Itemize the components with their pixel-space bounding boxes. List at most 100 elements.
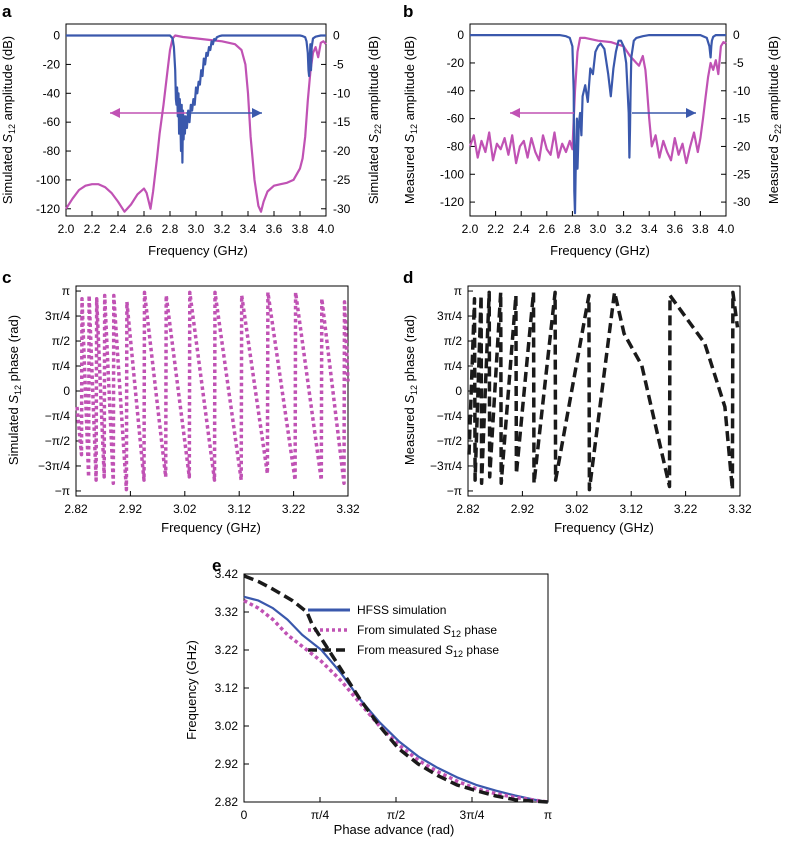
panel-c-xlabel: Frequency (GHz) bbox=[161, 520, 261, 535]
panel-b-ylabel-left: Measured S12 amplitude (dB) bbox=[402, 36, 419, 204]
panel-c-ytick-label: 0 bbox=[63, 384, 70, 398]
panel-d-xtick-label: 3.32 bbox=[728, 502, 752, 516]
panel-d-xlabel: Frequency (GHz) bbox=[554, 520, 654, 535]
panel-letter-b: b bbox=[403, 2, 413, 21]
panel-a-xtick-label: 3.4 bbox=[240, 222, 257, 236]
panel-a-ytick-label: -40 bbox=[43, 86, 61, 100]
panel-a-xtick-label: 2.0 bbox=[58, 222, 75, 236]
panel-c-xtick-label: 3.12 bbox=[228, 502, 252, 516]
panel-e-ylabel: Frequency (GHz) bbox=[184, 640, 199, 740]
panel-e-ytick-label: 3.12 bbox=[215, 681, 239, 695]
panel-c-xtick-label: 3.02 bbox=[173, 502, 197, 516]
panel-a-ytick-right-label: -5 bbox=[333, 57, 344, 71]
panel-letter-e: e bbox=[212, 556, 221, 575]
panel-b-xtick-label: 4.0 bbox=[718, 222, 735, 236]
panel-d-ylabel: Measured S12 phase (rad) bbox=[402, 315, 419, 465]
panel-letter-a: a bbox=[2, 2, 12, 21]
panel-a-xtick-label: 3.0 bbox=[188, 222, 205, 236]
panel-b-series-measured-s12 bbox=[468, 36, 727, 165]
panel-c-ylabel: Simulated S12 phase (rad) bbox=[6, 315, 23, 465]
panel-c-xtick-label: 2.82 bbox=[64, 502, 88, 516]
panel-b-ytick-right-label: -5 bbox=[733, 56, 744, 70]
panel-a-xtick-label: 3.8 bbox=[292, 222, 309, 236]
legend-label-simulated: From simulated S12 phase bbox=[357, 623, 497, 639]
panel-b-xtick-label: 2.4 bbox=[513, 222, 530, 236]
panel-e-xtick-label: 0 bbox=[241, 808, 248, 822]
panel-e-xtick-label: π bbox=[544, 808, 552, 822]
panel-c-ytick-label: −π/2 bbox=[45, 434, 71, 448]
panel-b-xtick-label: 3.4 bbox=[641, 222, 658, 236]
panel-d-xtick-label: 3.12 bbox=[620, 502, 644, 516]
panel-e-ytick-label: 3.42 bbox=[215, 567, 239, 581]
panel-a-xtick-label: 2.8 bbox=[162, 222, 179, 236]
panel-c-series-simulated-s12-phase bbox=[75, 290, 350, 492]
panel-c-ytick-label: π bbox=[62, 284, 70, 298]
panel-a-ytick-label: -20 bbox=[43, 57, 61, 71]
panel-a-xlabel: Frequency (GHz) bbox=[148, 243, 248, 258]
panel-b-ytick-label: -40 bbox=[447, 84, 465, 98]
legend-label-hfss: HFSS simulation bbox=[357, 603, 446, 617]
panel-c-ytick-label: −π/4 bbox=[45, 409, 71, 423]
panel-b-arrow-s12-head bbox=[510, 108, 520, 118]
panel-b-xtick-label: 3.6 bbox=[666, 222, 683, 236]
panel-d-ytick-label: −π/4 bbox=[437, 409, 463, 423]
panel-b-ytick-right-label: -30 bbox=[733, 195, 751, 209]
panel-b-xtick-label: 3.0 bbox=[590, 222, 607, 236]
panel-e-legend: HFSS simulation From simulated S12 phase… bbox=[308, 603, 499, 659]
panel-e-series-from-measured-s12-phase bbox=[243, 574, 548, 804]
panel-c-xtick-label: 3.32 bbox=[336, 502, 360, 516]
panel-b-ytick-right-label: -20 bbox=[733, 139, 751, 153]
panel-b-xtick-label: 2.8 bbox=[564, 222, 581, 236]
panel-b-xtick-label: 3.8 bbox=[692, 222, 709, 236]
panel-c-xtick-label: 3.22 bbox=[282, 502, 306, 516]
panel-d-xtick-label: 3.22 bbox=[674, 502, 698, 516]
panel-d-ytick-label: π/4 bbox=[444, 359, 463, 373]
panel-d-xtick-label: 2.82 bbox=[456, 502, 480, 516]
panel-b-series-measured-s22 bbox=[470, 34, 726, 215]
panel-e-xlabel: Phase advance (rad) bbox=[334, 822, 455, 837]
panel-e-ytick-label: 2.82 bbox=[215, 795, 239, 809]
panel-a-ytick-right-label: -20 bbox=[333, 144, 351, 158]
panel-e-xtick-label: 3π/4 bbox=[460, 808, 485, 822]
panel-d-ytick-label: −3π/4 bbox=[430, 459, 462, 473]
panel-d-series-measured-s12-phase bbox=[467, 290, 740, 492]
panel-a-ytick-right-label: -30 bbox=[333, 202, 351, 216]
panel-e-xtick-label: π/2 bbox=[387, 808, 406, 822]
panel-a-xtick-label: 4.0 bbox=[318, 222, 335, 236]
panel-c-ytick-label: π/4 bbox=[52, 359, 71, 373]
panel-d-xtick-label: 3.02 bbox=[565, 502, 589, 516]
panel-c-ytick-label: −π bbox=[55, 484, 70, 498]
panel-a-xtick-label: 2.2 bbox=[84, 222, 101, 236]
panel-d-ytick-label: π/2 bbox=[444, 334, 463, 348]
panel-a-xtick-label: 2.6 bbox=[136, 222, 153, 236]
panel-c-ytick-label: −3π/4 bbox=[38, 459, 70, 473]
legend-label-measured: From measured S12 phase bbox=[357, 643, 499, 659]
panel-a-ytick-right-label: -15 bbox=[333, 115, 351, 129]
panel-a-ytick-label: -120 bbox=[36, 202, 60, 216]
panel-b-frame bbox=[469, 23, 727, 217]
panel-a-ytick-label: -60 bbox=[43, 115, 61, 129]
panel-a-xtick-label: 3.2 bbox=[214, 222, 231, 236]
panel-a-ytick-label: -100 bbox=[36, 173, 60, 187]
panel-e-ytick-label: 2.92 bbox=[215, 757, 239, 771]
panel-b-ytick-label: -100 bbox=[440, 167, 464, 181]
panel-a-xtick-label: 3.6 bbox=[266, 222, 283, 236]
panel-d-ytick-label: π bbox=[454, 284, 462, 298]
panel-b-ytick-right-label: 0 bbox=[733, 28, 740, 42]
panel-b-ytick-label: -120 bbox=[440, 195, 464, 209]
panel-b-ytick-right-label: -15 bbox=[733, 112, 751, 126]
panel-e-xtick-label: π/4 bbox=[311, 808, 330, 822]
panel-d-ytick-label: −π/2 bbox=[437, 434, 463, 448]
panel-b-xtick-label: 2.0 bbox=[462, 222, 479, 236]
panel-e-ytick-label: 3.02 bbox=[215, 719, 239, 733]
panel-c-xtick-label: 2.92 bbox=[119, 502, 143, 516]
panel-a-ytick-right-label: -25 bbox=[333, 173, 351, 187]
panel-a-arrow-s12-head bbox=[110, 108, 120, 118]
panel-a-ylabel-left: Simulated S12 amplitude (dB) bbox=[0, 36, 17, 204]
panel-a-ytick-right-label: 0 bbox=[333, 29, 340, 43]
panel-e-series-from-simulated-s12-phase bbox=[243, 599, 549, 804]
panel-d-xtick-label: 2.92 bbox=[511, 502, 535, 516]
panel-b-ytick-right-label: -10 bbox=[733, 84, 751, 98]
panel-letter-d: d bbox=[403, 268, 413, 287]
